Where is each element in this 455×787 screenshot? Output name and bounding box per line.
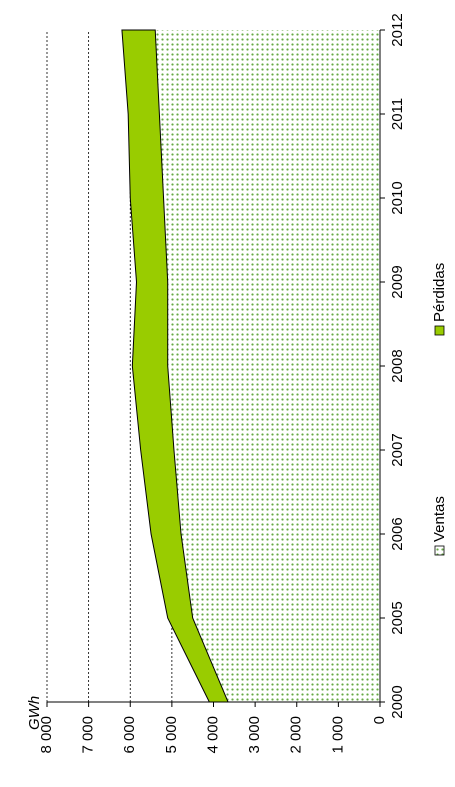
x-tick-label: 2005: [389, 601, 406, 634]
y-tick-label: 0: [371, 716, 388, 724]
x-tick-label: 2012: [389, 13, 406, 46]
plot-area: GWh 0 1 000 2 000 3 000 4 000 5 000 6 000 7 000…: [26, 13, 448, 753]
legend-swatch: [434, 545, 445, 556]
y-tick-label: 2 000: [288, 716, 305, 754]
legend-label: Pérdidas: [431, 263, 448, 322]
y-tick-label: 5 000: [163, 716, 180, 754]
area: [155, 30, 380, 702]
x-tick-label: 2000: [389, 685, 406, 718]
y-axis-label: GWh: [26, 696, 43, 730]
x-tick-label: 2009: [389, 265, 406, 298]
x-tick-label: 2011: [389, 98, 406, 130]
x-tick-label: 2008: [389, 349, 406, 382]
x-tick-label: 2010: [389, 181, 406, 214]
legend-swatch: [434, 325, 445, 336]
legend-label: Ventas: [431, 496, 448, 542]
x-tick-label: 2006: [389, 517, 406, 550]
area: [121, 29, 229, 703]
y-tick-label: 3 000: [246, 716, 263, 754]
y-tick-label: 7 000: [80, 716, 97, 754]
x-tick-label: 2007: [389, 433, 406, 466]
y-tick-label: 1 000: [329, 716, 346, 754]
y-tick-label: 6 000: [121, 716, 138, 754]
y-tick-label: 8 000: [38, 716, 55, 754]
y-tick-label: 4 000: [204, 716, 221, 754]
